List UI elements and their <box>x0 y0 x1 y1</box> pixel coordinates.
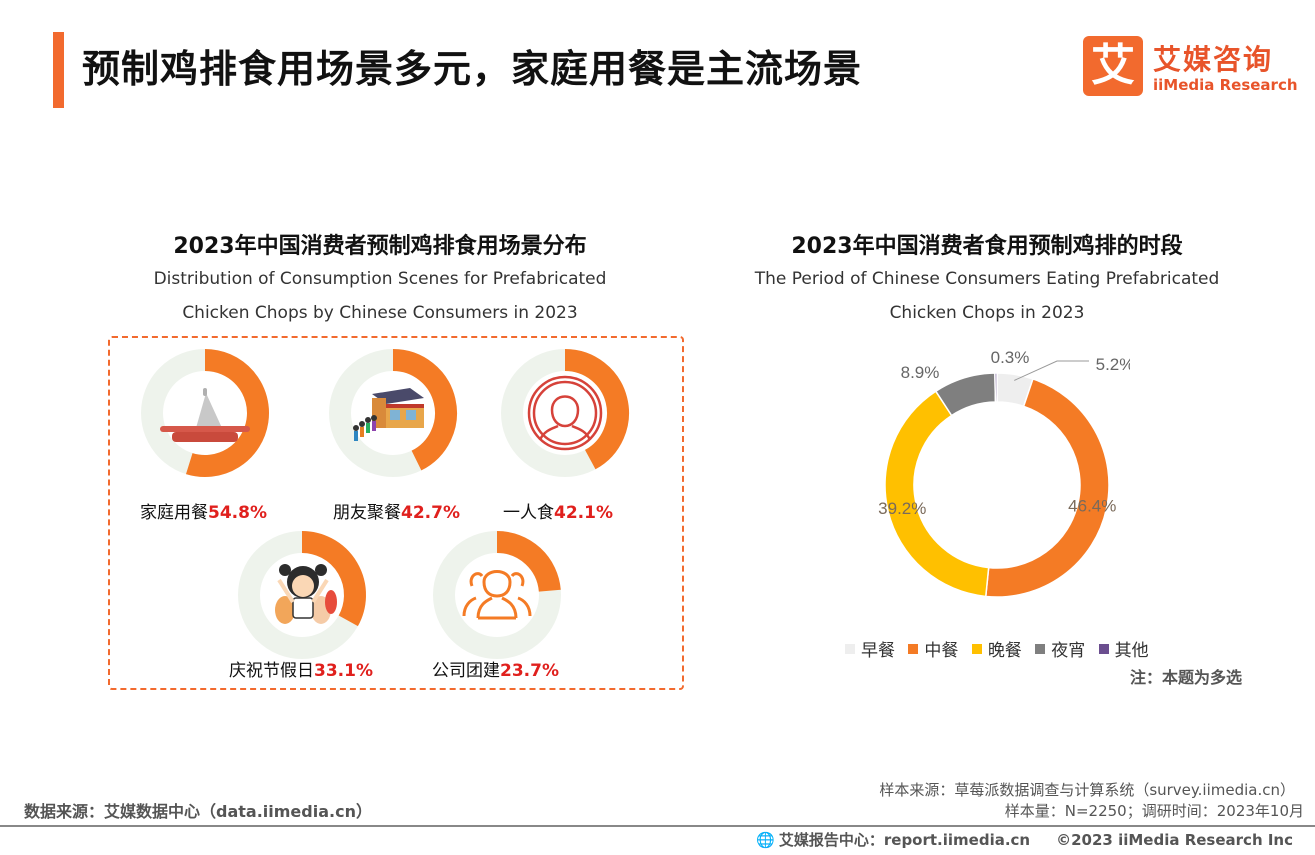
team-icon <box>462 570 532 620</box>
copyright: ©2023 iiMedia Research Inc <box>1056 831 1293 849</box>
scene-label-holiday: 庆祝节假日33.1% <box>229 656 373 681</box>
scene-pct: 33.1% <box>314 661 373 681</box>
ring-arc-friends <box>392 349 457 471</box>
legend-swatch <box>971 644 982 654</box>
donut-value-label: 39.2% <box>878 499 926 518</box>
legend-item-breakfast: 早餐 <box>845 636 895 661</box>
globe-icon: 🌐 <box>756 831 775 849</box>
scene-ring-svg <box>238 531 366 659</box>
legend-label: 其他 <box>1114 641 1149 661</box>
legend-swatch <box>845 644 855 654</box>
data-source: 数据来源：艾媒数据中心（data.iimedia.cn） <box>24 802 372 821</box>
right-subtitle-line2: Chicken Chops in 2023 <box>889 303 1085 323</box>
scene-pct: 54.8% <box>208 503 267 523</box>
report-center-link[interactable]: 艾媒报告中心：report.iimedia.cn <box>778 831 1031 849</box>
cloche-icon <box>160 388 250 442</box>
left-subtitle-line1: Distribution of Consumption Scenes for P… <box>153 269 607 289</box>
donut-value-label: 8.9% <box>901 363 940 382</box>
donut-slice-4 <box>994 372 998 403</box>
donut-value-label: 5.2% <box>1096 355 1130 374</box>
scene-ring-svg <box>329 349 457 477</box>
sample-source: 样本来源：草莓派数据调查与计算系统（survey.iimedia.cn） <box>879 781 1295 799</box>
scene-ring-family <box>140 348 270 478</box>
scene-pct: 42.1% <box>554 503 613 523</box>
footer-info: 🌐 艾媒报告中心：report.iimedia.cn ©2023 iiMedia R… <box>756 829 1293 850</box>
restaurant-icon <box>353 388 424 441</box>
iimedia-logo[interactable]: 艾 艾媒咨询 iiMedia Research <box>1083 36 1298 98</box>
accent-bar <box>53 32 64 108</box>
logo-cn-text: 艾媒咨询 <box>1153 43 1274 76</box>
legend-item-dinner: 晚餐 <box>971 636 1022 661</box>
scene-ring-svg <box>501 349 629 477</box>
scene-label-team: 公司团建23.7% <box>432 656 559 681</box>
legend-item-lunch: 中餐 <box>908 636 958 661</box>
donut-value-label: 0.3% <box>991 350 1030 367</box>
logo-en-text: iiMedia Research <box>1153 76 1298 94</box>
scene-panel <box>108 336 684 690</box>
ring-arc-family <box>186 349 269 477</box>
donut-slice-1 <box>984 377 1110 598</box>
left-subtitle-line2: Chicken Chops by Chinese Consumers in 20… <box>182 303 578 323</box>
donut-leader-line <box>1014 360 1089 381</box>
footer-divider <box>0 825 1315 827</box>
scene-ring-svg <box>141 349 269 477</box>
legend-label: 中餐 <box>924 641 959 661</box>
scene-label-friends: 朋友聚餐42.7% <box>333 498 460 523</box>
scene-name: 一人食 <box>503 503 554 523</box>
scene-ring-holiday <box>237 530 367 660</box>
legend-item-late-night: 夜宵 <box>1035 636 1085 661</box>
donut-value-label: 46.4% <box>1068 497 1116 516</box>
scene-label-alone: 一人食42.1% <box>503 498 613 523</box>
right-chart-title: 2023年中国消费者食用预制鸡排的时段 <box>791 234 1183 259</box>
legend-label: 晚餐 <box>987 641 1022 661</box>
scene-name: 家庭用餐 <box>140 503 208 523</box>
left-chart-subtitle: Distribution of Consumption Scenes for P… <box>80 262 680 330</box>
scene-ring-alone <box>500 348 630 478</box>
ring-arc-holiday <box>301 531 366 627</box>
legend-label: 早餐 <box>861 641 895 661</box>
page-title: 预制鸡排食用场景多元，家庭用餐是主流场景 <box>82 47 863 91</box>
ring-arc-team <box>496 531 561 593</box>
donut-slice-2 <box>884 390 990 598</box>
scene-pct: 23.7% <box>500 661 559 681</box>
multi-select-note: 注：本题为多选 <box>1130 668 1243 687</box>
legend-label: 夜宵 <box>1051 641 1086 661</box>
sample-size: 样本量：N=2250；调研时间：2023年10月 <box>1004 802 1304 820</box>
scene-name: 朋友聚餐 <box>333 503 401 523</box>
left-chart-title: 2023年中国消费者预制鸡排食用场景分布 <box>173 234 587 259</box>
legend-swatch <box>1098 644 1109 654</box>
scene-name: 公司团建 <box>432 661 500 681</box>
legend-swatch <box>908 644 919 654</box>
donut-legend: 早餐 中餐 晚餐 夜宵 其他 <box>845 636 1157 661</box>
ring-arc-alone <box>564 349 629 470</box>
legend-item-other: 其他 <box>1098 636 1149 661</box>
scene-pct: 42.7% <box>401 503 460 523</box>
celebrating-child-icon <box>275 564 337 624</box>
legend-swatch <box>1035 644 1046 654</box>
scene-ring-friends <box>328 348 458 478</box>
right-subtitle-line1: The Period of Chinese Consumers Eating P… <box>754 269 1220 289</box>
meal-period-donut: 5.2% 46.4% 39.2% 8.9% 0.3% <box>878 350 1130 598</box>
scene-ring-team <box>432 530 562 660</box>
scene-name: 庆祝节假日 <box>229 661 314 681</box>
right-chart-subtitle: The Period of Chinese Consumers Eating P… <box>712 262 1262 330</box>
logo-mark: 艾 <box>1083 36 1143 96</box>
scene-ring-svg <box>433 531 561 659</box>
person-icon <box>527 375 603 451</box>
scene-label-family: 家庭用餐54.8% <box>140 498 267 523</box>
